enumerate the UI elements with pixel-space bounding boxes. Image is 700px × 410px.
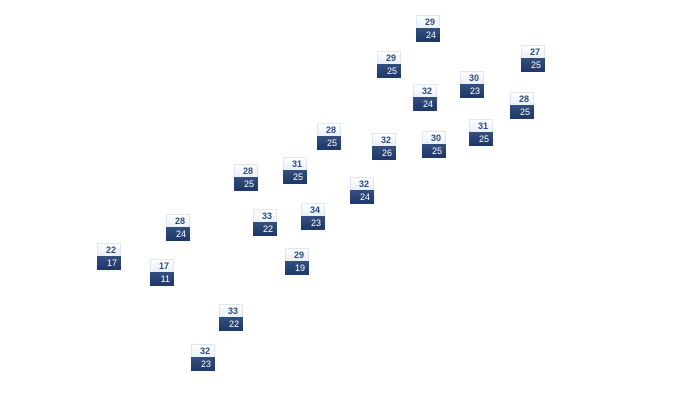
temperature-marker[interactable]: 22 17 [97, 243, 121, 271]
temperature-marker[interactable]: 30 23 [460, 71, 484, 99]
temperature-marker[interactable]: 29 25 [377, 51, 401, 79]
temperature-marker[interactable]: 32 24 [413, 84, 437, 112]
high-temperature: 29 [377, 51, 401, 64]
high-temperature: 29 [416, 15, 440, 28]
temperature-marker[interactable]: 30 25 [422, 131, 446, 159]
temperature-marker[interactable]: 29 24 [416, 15, 440, 43]
low-temperature: 22 [253, 222, 277, 236]
high-temperature: 28 [510, 92, 534, 105]
temperature-marker[interactable]: 32 24 [350, 177, 374, 205]
temperature-marker[interactable]: 17 11 [150, 259, 174, 287]
high-temperature: 32 [191, 344, 215, 357]
low-temperature: 23 [301, 216, 325, 230]
temperature-marker[interactable]: 28 25 [234, 164, 258, 192]
temperature-marker[interactable]: 33 22 [253, 209, 277, 237]
low-temperature: 24 [413, 97, 437, 111]
temperature-marker[interactable]: 31 25 [469, 119, 493, 147]
low-temperature: 11 [150, 272, 174, 286]
temperature-marker[interactable]: 28 24 [166, 214, 190, 242]
temperature-marker[interactable]: 31 25 [283, 157, 307, 185]
low-temperature: 22 [219, 317, 243, 331]
high-temperature: 28 [166, 214, 190, 227]
temperature-marker[interactable]: 34 23 [301, 203, 325, 231]
high-temperature: 30 [422, 131, 446, 144]
high-temperature: 31 [469, 119, 493, 132]
high-temperature: 27 [521, 45, 545, 58]
low-temperature: 26 [372, 146, 396, 160]
high-temperature: 32 [413, 84, 437, 97]
high-temperature: 33 [219, 304, 243, 317]
low-temperature: 19 [285, 261, 309, 275]
low-temperature: 25 [510, 105, 534, 119]
high-temperature: 22 [97, 243, 121, 256]
low-temperature: 25 [469, 132, 493, 146]
temperature-marker[interactable]: 32 23 [191, 344, 215, 372]
low-temperature: 25 [422, 144, 446, 158]
high-temperature: 28 [317, 123, 341, 136]
low-temperature: 24 [350, 190, 374, 204]
high-temperature: 30 [460, 71, 484, 84]
high-temperature: 34 [301, 203, 325, 216]
high-temperature: 33 [253, 209, 277, 222]
temperature-marker[interactable]: 29 19 [285, 248, 309, 276]
high-temperature: 29 [285, 248, 309, 261]
temperature-marker[interactable]: 28 25 [317, 123, 341, 151]
low-temperature: 25 [283, 170, 307, 184]
low-temperature: 23 [460, 84, 484, 98]
low-temperature: 25 [234, 177, 258, 191]
high-temperature: 32 [372, 133, 396, 146]
temperature-marker[interactable]: 32 26 [372, 133, 396, 161]
low-temperature: 25 [317, 136, 341, 150]
low-temperature: 17 [97, 256, 121, 270]
high-temperature: 17 [150, 259, 174, 272]
temperature-marker[interactable]: 27 25 [521, 45, 545, 73]
low-temperature: 24 [416, 28, 440, 42]
temperature-marker[interactable]: 33 22 [219, 304, 243, 332]
low-temperature: 24 [166, 227, 190, 241]
low-temperature: 23 [191, 357, 215, 371]
high-temperature: 28 [234, 164, 258, 177]
low-temperature: 25 [521, 58, 545, 72]
temperature-marker[interactable]: 28 25 [510, 92, 534, 120]
high-temperature: 31 [283, 157, 307, 170]
low-temperature: 25 [377, 64, 401, 78]
high-temperature: 32 [350, 177, 374, 190]
